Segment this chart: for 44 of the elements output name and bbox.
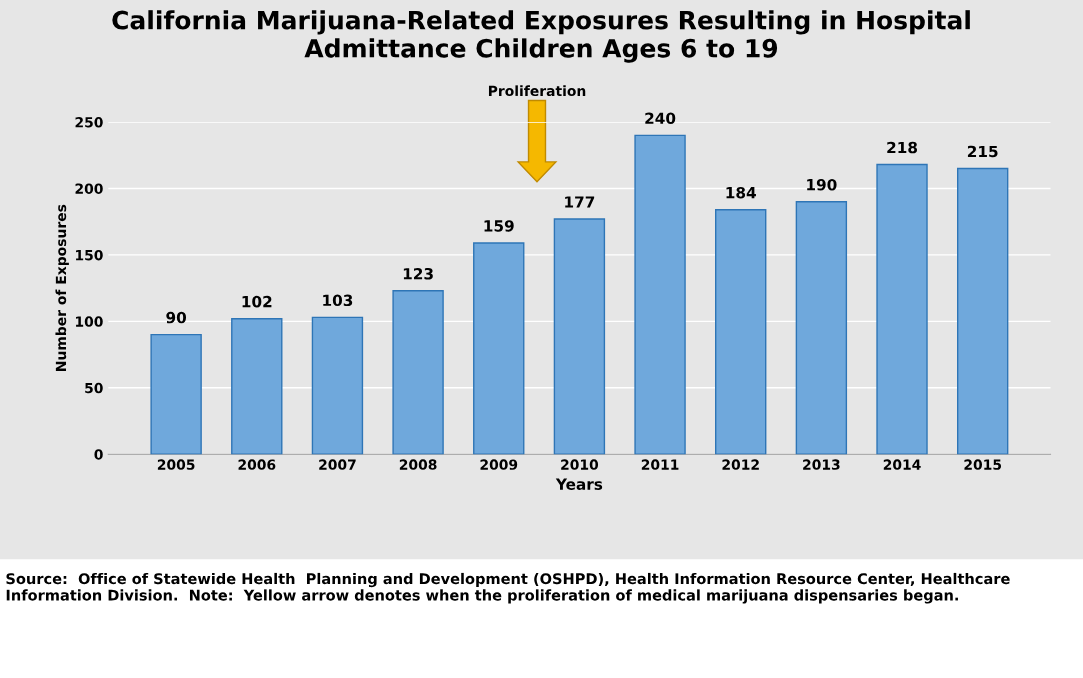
y-tick-label: 150 — [76, 249, 103, 261]
bar — [956, 167, 1009, 455]
data-label: 103 — [323, 294, 353, 307]
bar — [634, 134, 686, 455]
data-label: 102 — [242, 295, 272, 308]
x-tick-label: 2005 — [157, 459, 195, 470]
data-label: 184 — [726, 186, 756, 199]
y-tick-label: 250 — [75, 117, 103, 128]
bar — [715, 209, 767, 455]
x-tick-label: 2013 — [803, 459, 840, 470]
x-tick-label: 2006 — [238, 459, 276, 470]
x-tick-label: 2007 — [319, 459, 356, 470]
x-axis-title: Years — [555, 478, 603, 490]
data-label: 123 — [403, 267, 433, 280]
chart-title: California Marijuana-Related Exposures Resulting in Hospital Admittance Children Ages 6 to 19 — [112, 10, 970, 63]
bar — [392, 290, 444, 455]
data-label: 240 — [645, 112, 676, 125]
source-note: Source: Office of Statewide Health Planning and Development (OSHPD), Health Information Resource Center, Healthcare Information Division. Note: Yellow arrow denotes when the proliferation of medical marijuana dispensaries began. — [6, 572, 1010, 604]
bar — [311, 316, 364, 455]
bar — [795, 201, 848, 455]
data-label: 90 — [166, 311, 187, 324]
x-tick-label: 2012 — [722, 459, 759, 470]
y-tick-label: 0 — [94, 449, 103, 460]
x-tick-label: 2015 — [964, 459, 1002, 470]
y-tick-label: 100 — [76, 316, 103, 327]
x-tick-label: 2010 — [561, 459, 599, 470]
bar — [231, 318, 283, 455]
bar — [473, 242, 525, 455]
x-tick-label: 2011 — [641, 459, 679, 470]
text: Proliferation — [488, 85, 586, 97]
y-tick-label: 200 — [75, 183, 103, 194]
data-label: 159 — [484, 220, 514, 232]
y-tick-label: 50 — [85, 382, 103, 394]
y-axis-title: Number of Exposures — [55, 204, 69, 371]
data-label: 190 — [807, 178, 837, 191]
x-tick-label: 2009 — [480, 459, 518, 470]
data-label: 215 — [967, 145, 998, 158]
data-label: 177 — [565, 196, 595, 208]
x-tick-label: 2014 — [883, 459, 921, 470]
bar — [150, 333, 202, 455]
data-label: 218 — [887, 141, 918, 154]
bar — [553, 218, 606, 455]
x-tick-label: 2008 — [399, 459, 437, 470]
bar — [876, 163, 928, 455]
